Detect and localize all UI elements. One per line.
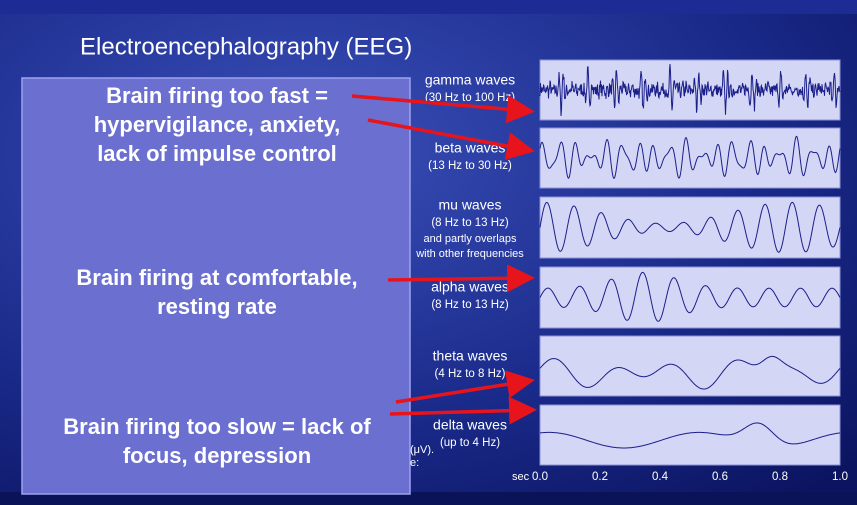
wave-range: (up to 4 Hz) [440,437,500,449]
bottom-band [0,492,857,505]
wave-range: (8 Hz to 13 Hz) [431,299,508,311]
wave-range: (4 Hz to 8 Hz) [435,368,506,380]
axis-tick-label: 0.6 [712,471,728,483]
panel-text: focus, depression [123,443,311,468]
wave-trace [539,271,841,322]
axis-tick-label: 0.0 [532,471,548,483]
panel-text: Brain firing at comfortable, [76,265,357,290]
top-band [0,0,857,14]
wave-name: alpha waves [431,279,509,295]
arrow [387,264,535,293]
wave-box [539,335,841,397]
wave-box [539,266,841,329]
wave-range: (8 Hz to 13 Hz) [431,217,508,229]
slide-title: Electroencephalography (EEG) [80,33,412,60]
panel-text: resting rate [157,294,277,319]
wave-trace [539,201,841,253]
panel-text: hypervigilance, anxiety, [94,112,341,137]
fragment: (μV). [410,444,434,456]
wave-box [539,59,841,121]
wave-note: and partly overlaps [424,233,517,245]
axis-tick-label: 1.0 [832,471,848,483]
wave-name: theta waves [433,348,508,364]
wave-note: with other frequencies [415,248,524,260]
panel-text: Brain firing too fast = [106,83,328,108]
arrow [389,396,537,425]
arrow [351,94,535,124]
wave-name: gamma waves [425,72,515,88]
wave-trace [539,355,841,390]
panel-text: Brain firing too slow = lack of [63,414,371,439]
wave-trace [539,63,841,117]
wave-box [539,404,841,466]
wave-range: (30 Hz to 100 Hz) [425,92,515,104]
wave-name: delta waves [433,417,507,433]
fragment: e: [410,457,419,469]
axis-tick-label: 0.4 [652,471,669,483]
panel-text: lack of impulse control [97,141,337,166]
axis-tick-label: 0.2 [592,471,608,483]
arrow [367,118,535,160]
wave-trace [540,422,841,449]
axis-label: sec [512,471,530,483]
left-panel [21,77,411,495]
wave-name: mu waves [438,197,501,213]
wave-range: (13 Hz to 30 Hz) [428,160,512,172]
wave-trace [539,135,841,179]
arrow [395,370,535,404]
axis-tick-label: 0.8 [772,471,788,483]
